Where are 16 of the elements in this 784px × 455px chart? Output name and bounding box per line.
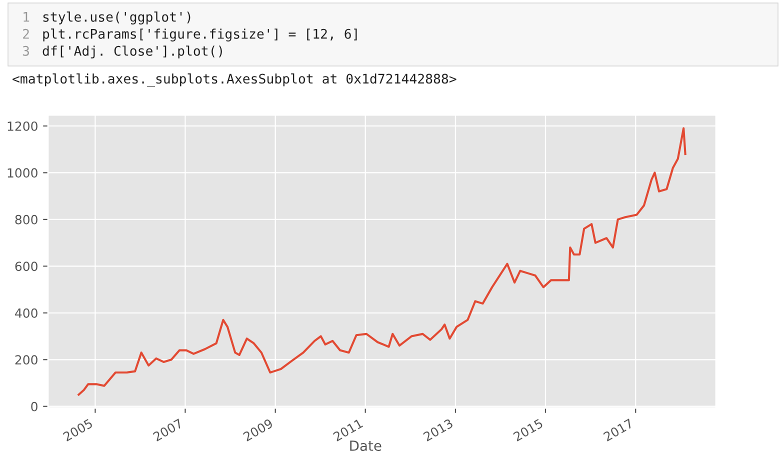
y-tick-label: 1200	[8, 121, 38, 131]
y-tick-label: 600	[15, 262, 38, 272]
y-tick-label: 0	[31, 402, 38, 412]
text: df['Adj. Close'].plot()	[42, 46, 222, 58]
text: 2	[23, 28, 29, 39]
text: <matplotlib.axes._subplots.AxesSubplot at 0x1d721442888>	[12, 73, 456, 87]
line-series	[78, 127, 686, 396]
text: style.use('ggplot')	[43, 12, 190, 24]
y-tick-label: 400	[15, 308, 38, 318]
text: plt.rcParams['figure.figsize'] = [12, 6]	[43, 28, 357, 42]
y-tick-label: 1000	[8, 168, 38, 178]
text: 3	[22, 46, 30, 56]
y-tick-label: 800	[15, 214, 38, 224]
x-axis-title: Date	[350, 440, 382, 451]
text: 1	[24, 12, 30, 22]
y-tick-label: 200	[15, 355, 38, 365]
